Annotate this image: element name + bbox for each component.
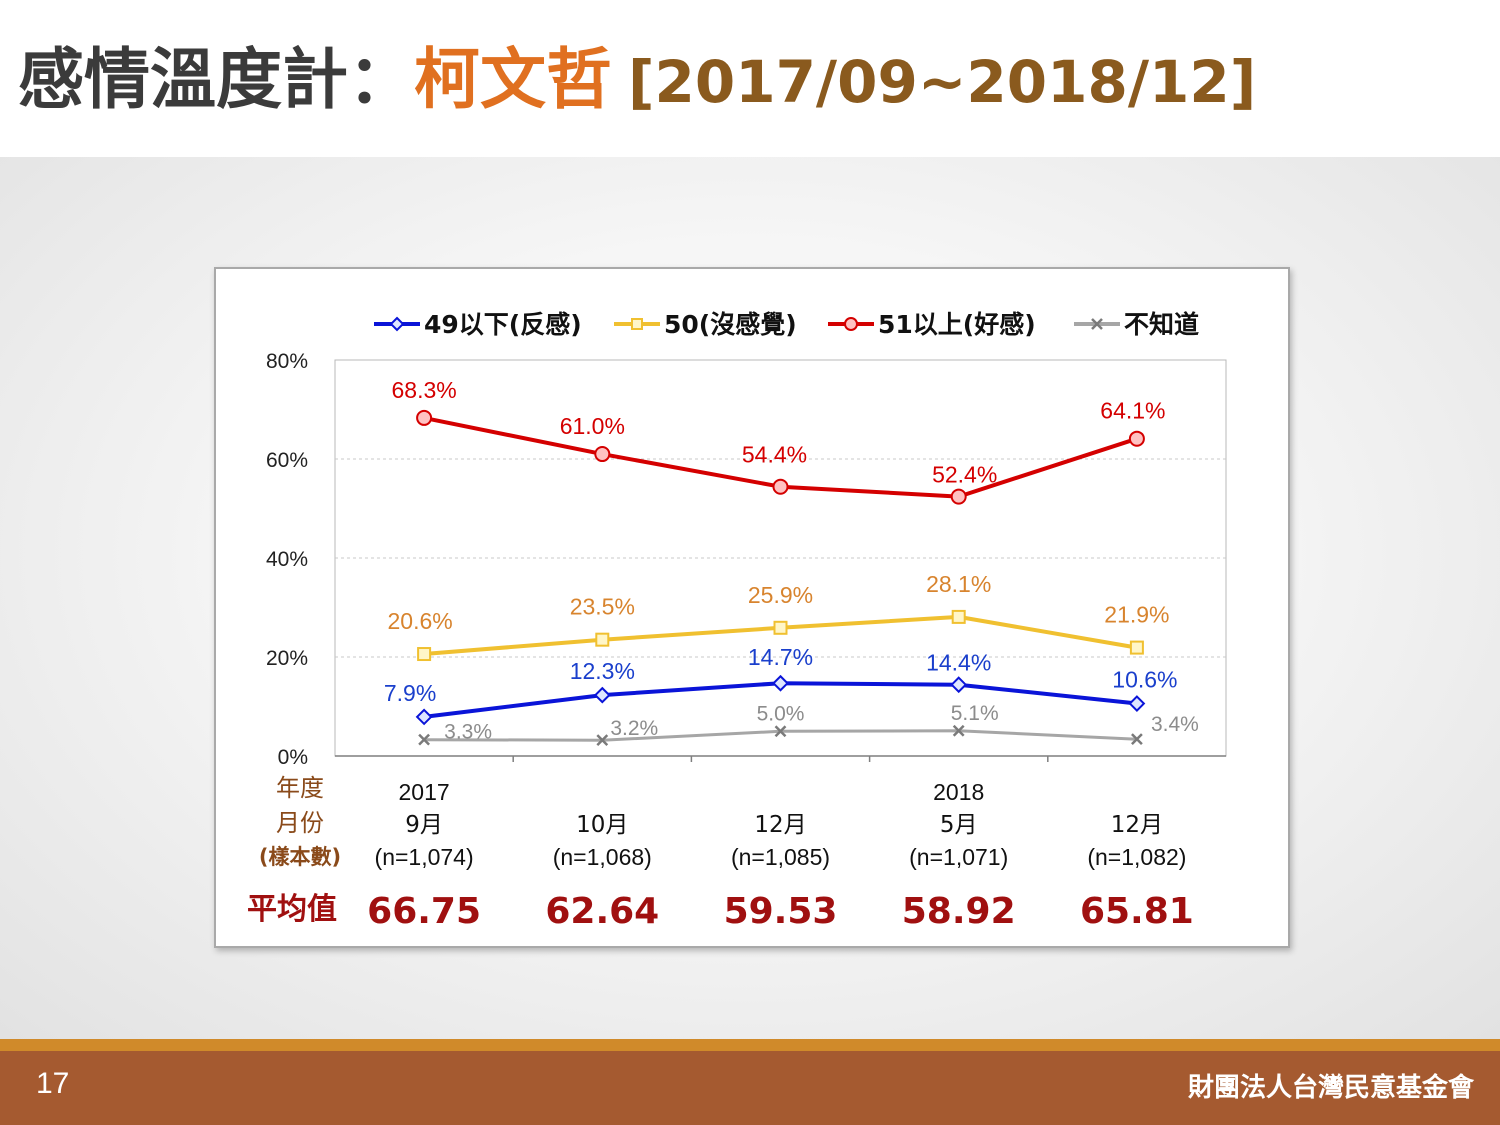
sample-size-label: (n=1,082) xyxy=(1087,844,1186,870)
row-label-year: 年度 xyxy=(276,774,324,802)
legend-marker xyxy=(1091,318,1103,330)
data-point xyxy=(772,674,789,692)
data-label: 14.4% xyxy=(926,650,991,676)
data-label: 5.0% xyxy=(757,702,805,725)
data-label: 64.1% xyxy=(1100,398,1165,424)
data-label: 28.1% xyxy=(926,571,991,597)
data-point xyxy=(773,620,788,635)
average-value: 58.92 xyxy=(902,891,1016,932)
data-point xyxy=(594,446,611,463)
row-label-sample: (樣本數) xyxy=(259,845,341,869)
data-point xyxy=(772,478,789,495)
x-tick-label: 12月 xyxy=(754,812,806,838)
data-label: 52.4% xyxy=(932,462,997,488)
y-tick-label: 80% xyxy=(266,350,308,373)
sample-size-label: (n=1,071) xyxy=(909,844,1008,870)
y-tick-label: 40% xyxy=(266,548,308,571)
data-label: 5.1% xyxy=(951,702,999,725)
data-point xyxy=(596,734,609,747)
footer-stripe xyxy=(0,1039,1500,1051)
data-label: 21.9% xyxy=(1104,602,1169,628)
title-period: [2017/09~2018/12] xyxy=(628,48,1257,116)
legend-marker xyxy=(844,317,858,331)
data-point xyxy=(774,725,787,738)
footer-bar: 17 財團法人台灣民意基金會 xyxy=(0,1051,1500,1125)
data-label: 3.2% xyxy=(610,717,658,740)
legend-label: 51以上(好感) xyxy=(878,310,1036,339)
data-point xyxy=(1129,640,1144,655)
data-point xyxy=(950,676,968,694)
data-label: 68.3% xyxy=(391,377,456,403)
y-tick-label: 60% xyxy=(266,449,308,472)
chart-panel: 0% 20% 40% 60% 80% 7.9% 12.3% 14.7% 14.4% 10.6% 20… xyxy=(214,267,1290,948)
x-tick-label: 5月 xyxy=(940,812,978,838)
line-chart: 0% 20% 40% 60% 80% 7.9% 12.3% 14.7% 14.4% 10.6% 20… xyxy=(247,310,1227,932)
sample-size-label: (n=1,068) xyxy=(553,844,652,870)
data-point xyxy=(1128,695,1146,712)
data-label: 54.4% xyxy=(742,442,807,468)
legend-label: 不知道 xyxy=(1124,310,1199,339)
data-label: 23.5% xyxy=(570,594,635,620)
data-point xyxy=(1131,733,1143,746)
legend-marker xyxy=(389,316,405,332)
data-point xyxy=(951,609,966,624)
row-label-average: 平均值 xyxy=(247,892,337,927)
average-value: 59.53 xyxy=(724,891,838,932)
sample-size-label: (n=1,085) xyxy=(731,844,830,870)
organization-name: 財團法人台灣民意基金會 xyxy=(1187,1073,1474,1103)
legend-marker xyxy=(631,318,643,330)
data-point xyxy=(593,686,611,704)
data-point xyxy=(595,632,610,647)
data-label: 3.3% xyxy=(444,721,492,744)
data-point xyxy=(1128,430,1145,447)
data-point xyxy=(418,733,430,746)
slide-title: 感情溫度計：柯文哲 [2017/09~2018/12] xyxy=(18,30,1256,132)
data-point xyxy=(950,488,967,505)
average-value: 65.81 xyxy=(1080,891,1194,932)
x-year-label: 2017 xyxy=(399,779,450,805)
data-label: 14.7% xyxy=(748,644,813,670)
title-main: 感情溫度計： xyxy=(18,41,414,118)
y-tick-label: 20% xyxy=(266,647,308,670)
data-point xyxy=(415,708,433,726)
title-subject: 柯文哲 xyxy=(414,41,612,118)
data-label: 10.6% xyxy=(1112,667,1177,693)
data-point xyxy=(417,647,432,662)
data-label: 12.3% xyxy=(570,658,635,684)
legend-label: 50(沒感覺) xyxy=(664,310,797,339)
title-bar: 感情溫度計：柯文哲 [2017/09~2018/12] xyxy=(0,0,1500,157)
x-tick-label: 9月 xyxy=(405,812,443,838)
data-point xyxy=(416,409,433,426)
data-label: 3.4% xyxy=(1151,713,1199,736)
data-label: 25.9% xyxy=(748,582,813,608)
sample-size-label: (n=1,074) xyxy=(375,844,474,870)
x-year-label: 2018 xyxy=(933,779,984,805)
legend-label: 49以下(反感) xyxy=(424,310,582,339)
page-number: 17 xyxy=(36,1067,70,1100)
average-value: 66.75 xyxy=(367,891,481,932)
data-point xyxy=(952,724,965,737)
row-label-month: 月份 xyxy=(276,809,324,837)
x-tick-label: 10月 xyxy=(576,812,628,838)
data-label: 61.0% xyxy=(560,413,625,439)
data-label: 20.6% xyxy=(387,608,452,634)
y-tick-label: 0% xyxy=(278,746,308,769)
x-tick-label: 12月 xyxy=(1111,812,1163,838)
data-label: 7.9% xyxy=(384,680,436,706)
average-value: 62.64 xyxy=(545,891,659,932)
